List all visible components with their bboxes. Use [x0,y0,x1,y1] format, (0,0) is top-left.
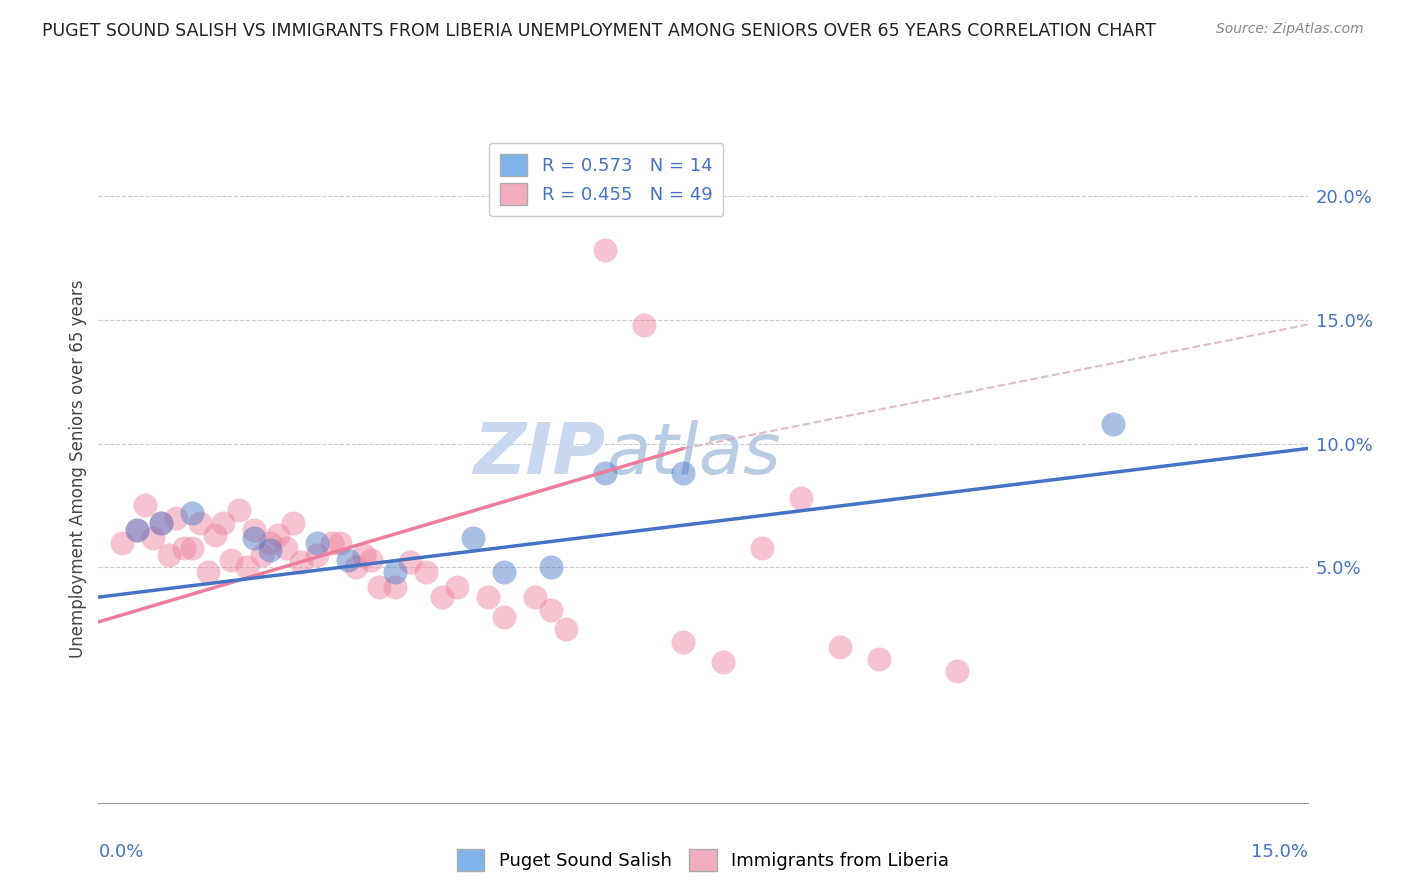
Point [321,535,343,549]
Point [157,548,180,562]
Point [540,602,562,616]
Point [111,535,134,549]
Point [524,590,547,604]
Point [228,503,250,517]
Point [243,531,266,545]
Legend: R = 0.573   N = 14, R = 0.455   N = 49: R = 0.573 N = 14, R = 0.455 N = 49 [489,143,723,216]
Point [212,516,235,530]
Point [945,665,967,679]
Point [127,523,149,537]
Point [399,556,422,570]
Text: atlas: atlas [606,420,780,490]
Point [595,244,617,258]
Point [828,640,851,654]
Point [446,580,468,594]
Point [384,580,406,594]
Point [165,511,187,525]
Point [283,516,305,530]
Point [305,535,328,549]
Point [672,467,695,481]
Text: 15.0%: 15.0% [1250,843,1308,861]
Point [243,523,266,537]
Point [494,566,516,580]
Point [173,541,195,555]
Point [305,548,328,562]
Point [461,531,484,545]
Point [540,560,562,574]
Point [1101,417,1123,431]
Point [197,566,219,580]
Point [789,491,811,505]
Point [430,590,453,604]
Point [134,499,156,513]
Point [353,548,375,562]
Point [204,528,226,542]
Text: ZIP: ZIP [474,420,606,490]
Point [252,548,274,562]
Point [329,535,352,549]
Point [384,566,406,580]
Point [415,566,437,580]
Point [181,541,204,555]
Point [274,541,297,555]
Point [672,634,695,648]
Point [868,652,890,666]
Point [633,318,655,332]
Point [142,531,165,545]
Text: 0.0%: 0.0% [98,843,143,861]
Legend: Puget Sound Salish, Immigrants from Liberia: Puget Sound Salish, Immigrants from Libe… [450,842,956,879]
Point [477,590,499,604]
Point [188,516,211,530]
Point [259,543,281,558]
Point [149,516,172,530]
Text: PUGET SOUND SALISH VS IMMIGRANTS FROM LIBERIA UNEMPLOYMENT AMONG SENIORS OVER 65: PUGET SOUND SALISH VS IMMIGRANTS FROM LI… [42,22,1156,40]
Point [344,560,367,574]
Y-axis label: Unemployment Among Seniors over 65 years: Unemployment Among Seniors over 65 years [69,279,87,657]
Text: Source: ZipAtlas.com: Source: ZipAtlas.com [1216,22,1364,37]
Point [235,560,257,574]
Point [494,610,516,624]
Point [595,467,617,481]
Point [337,553,360,567]
Point [751,541,773,555]
Point [267,528,290,542]
Point [181,506,204,520]
Point [219,553,242,567]
Point [149,516,172,530]
Point [127,523,149,537]
Point [368,580,391,594]
Point [711,655,734,669]
Point [360,553,382,567]
Point [555,623,578,637]
Point [290,556,312,570]
Point [259,535,281,549]
